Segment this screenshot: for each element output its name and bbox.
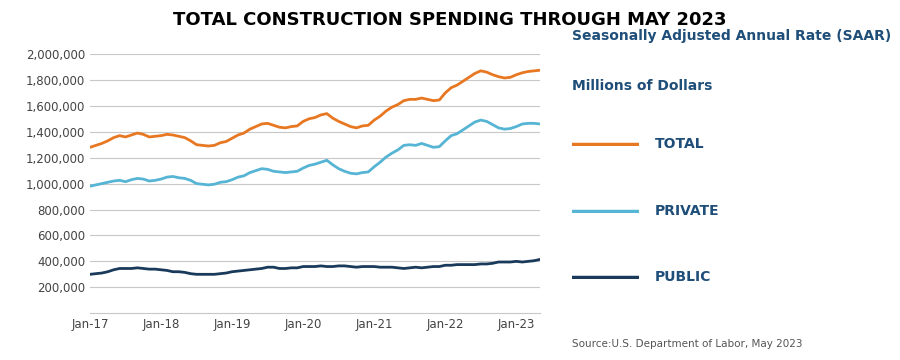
Text: TOTAL CONSTRUCTION SPENDING THROUGH MAY 2023: TOTAL CONSTRUCTION SPENDING THROUGH MAY …	[173, 11, 727, 29]
Text: PRIVATE: PRIVATE	[655, 204, 720, 217]
Text: Millions of Dollars: Millions of Dollars	[572, 79, 712, 93]
Text: Source:U.S. Department of Labor, May 2023: Source:U.S. Department of Labor, May 202…	[572, 339, 802, 349]
Text: TOTAL: TOTAL	[655, 137, 705, 151]
Text: Seasonally Adjusted Annual Rate (SAAR): Seasonally Adjusted Annual Rate (SAAR)	[572, 29, 891, 43]
Text: PUBLIC: PUBLIC	[655, 270, 712, 284]
